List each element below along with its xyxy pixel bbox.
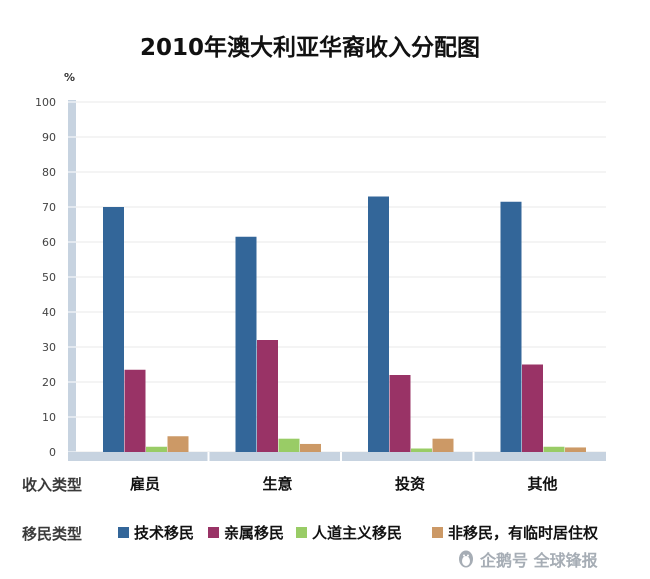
bar xyxy=(565,447,586,452)
chart-title: 2010年澳大利亚华裔收入分配图 xyxy=(139,35,480,61)
y-tick-label: 10 xyxy=(42,411,56,424)
legend-text: 人道主义移民 xyxy=(312,523,403,542)
legend-text: 非移民，有临时居住权 xyxy=(448,523,599,542)
y-axis-unit: % xyxy=(64,71,75,84)
bar xyxy=(124,369,146,452)
legend: 移民类型 技术移民 亲属移民 人道主义移民 非移民，有临时居住权 xyxy=(0,516,650,546)
bar xyxy=(543,446,565,452)
x-axis: 雇员 生意 投资 其他 xyxy=(68,452,606,493)
y-tick-label: 100 xyxy=(35,96,56,109)
x-tick-label: 其他 xyxy=(527,475,557,493)
y-tick-label: 20 xyxy=(42,376,56,389)
bar xyxy=(389,375,411,452)
bar xyxy=(146,446,167,452)
legend-swatch xyxy=(296,526,307,538)
gridlines xyxy=(76,101,606,453)
legend-item-temporary: 非移民，有临时居住权 xyxy=(432,523,599,542)
bar xyxy=(411,448,432,452)
watermark-text: 企鹅号 全球锋报 xyxy=(480,551,598,570)
bar-chart: % 0 10 20 30 40 50 60 70 80 90 100 雇员 生意 投资 其他 收入类型 xyxy=(22,71,606,494)
bar xyxy=(103,207,124,452)
legend-swatch xyxy=(118,526,129,538)
legend-text: 技术移民 xyxy=(134,523,195,542)
bar xyxy=(235,236,257,452)
bar xyxy=(167,436,189,452)
y-tick-label: 70 xyxy=(42,201,56,214)
bar xyxy=(432,438,454,452)
y-tick-label: 0 xyxy=(49,446,56,459)
y-tick-label: 60 xyxy=(42,236,56,249)
watermark: 企鹅号 全球锋报 xyxy=(456,547,598,571)
legend-text: 亲属移民 xyxy=(224,523,285,542)
bar xyxy=(368,196,389,452)
legend-item-skilled: 技术移民 xyxy=(118,523,195,542)
legend-item-humanitarian: 人道主义移民 xyxy=(296,523,403,542)
y-tick-label: 80 xyxy=(42,166,56,179)
y-tick-label: 90 xyxy=(42,131,56,144)
y-tick-label: 40 xyxy=(42,306,56,319)
bar xyxy=(257,340,278,452)
legend-swatch xyxy=(432,526,443,538)
bar xyxy=(500,201,522,452)
x-axis-band xyxy=(68,452,606,461)
x-tick-label: 生意 xyxy=(262,475,292,493)
bar xyxy=(300,443,321,452)
bars xyxy=(103,196,586,452)
penguin-icon xyxy=(459,550,473,568)
legend-item-family: 亲属移民 xyxy=(208,523,285,542)
bar xyxy=(522,364,543,452)
x-tick-label: 投资 xyxy=(395,475,425,493)
legend-title: 移民类型 xyxy=(22,525,83,543)
bar xyxy=(278,438,300,452)
x-axis-title: 收入类型 xyxy=(22,476,82,494)
y-tick-label: 50 xyxy=(42,271,56,284)
x-tick-label: 雇员 xyxy=(130,475,160,493)
legend-swatch xyxy=(208,526,219,538)
y-axis: 0 10 20 30 40 50 60 70 80 90 100 xyxy=(35,96,76,459)
y-tick-label: 30 xyxy=(42,341,56,354)
